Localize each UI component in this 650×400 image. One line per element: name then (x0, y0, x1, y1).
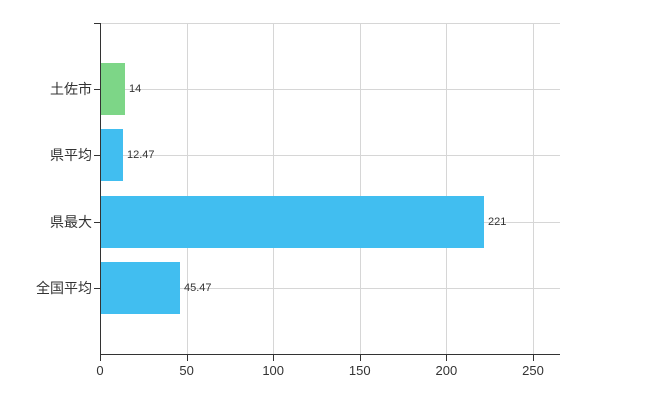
horizontal-gridline (100, 23, 560, 24)
vertical-gridline (359, 23, 361, 354)
category-label: 全国平均 (36, 280, 92, 296)
vertical-gridline (273, 23, 275, 354)
y-axis-tick (94, 89, 100, 90)
category-label: 土佐市 (50, 81, 92, 97)
x-axis-label: 150 (348, 363, 371, 378)
x-axis-label: 250 (522, 363, 544, 378)
y-axis-tick (94, 288, 100, 289)
x-axis-tick (273, 355, 275, 361)
x-axis-tick (100, 355, 101, 361)
x-axis-tick (186, 355, 188, 361)
value-label: 221 (488, 216, 507, 228)
x-axis-tick (446, 355, 448, 361)
category-label: 県平均 (50, 147, 92, 163)
bar (101, 262, 180, 314)
vertical-gridline (446, 23, 448, 354)
x-axis-line (100, 354, 560, 355)
bar (101, 196, 484, 248)
category-label: 県最大 (50, 214, 92, 230)
value-label: 14 (129, 83, 142, 95)
y-axis-tick (94, 23, 100, 24)
value-label: 12.47 (127, 149, 155, 161)
horizontal-gridline (100, 288, 560, 289)
y-axis-tick (94, 155, 100, 156)
value-label: 45.47 (184, 282, 212, 294)
bar (101, 129, 123, 181)
x-axis-label: 0 (96, 363, 104, 378)
vertical-gridline (186, 23, 188, 354)
x-axis-label: 50 (179, 363, 194, 378)
horizontal-gridline (100, 89, 560, 90)
x-axis-label: 100 (262, 363, 285, 378)
vertical-gridline (532, 23, 534, 354)
y-axis-tick (94, 222, 100, 223)
x-axis-tick (359, 355, 361, 361)
bar (101, 63, 125, 115)
horizontal-gridline (100, 155, 560, 156)
x-axis-label: 200 (435, 363, 458, 378)
y-axis-line (100, 23, 101, 354)
x-axis-tick (532, 355, 534, 361)
